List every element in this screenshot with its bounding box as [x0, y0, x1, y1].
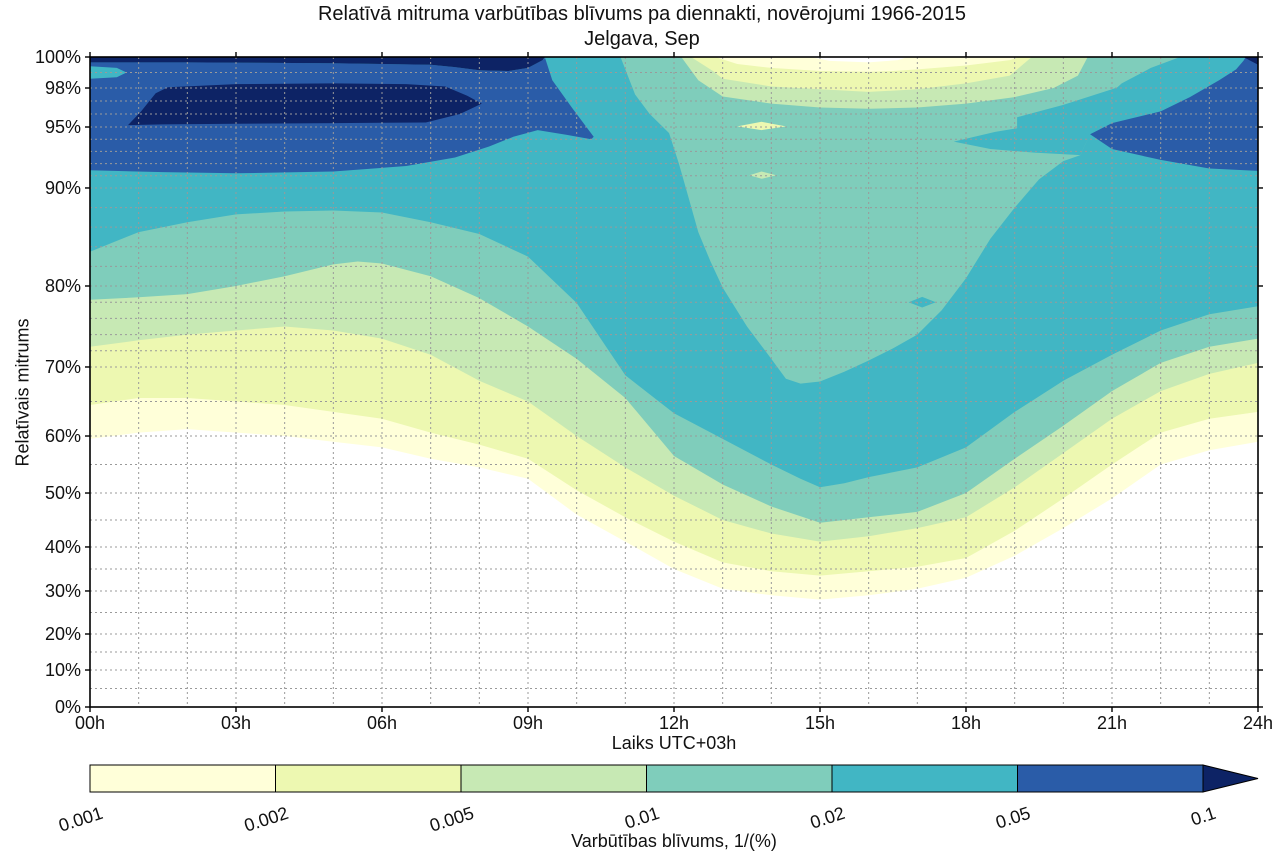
colorbar-segment	[460, 764, 647, 793]
y-tick-label: 90%	[45, 178, 81, 198]
y-tick-label: 40%	[45, 537, 81, 557]
page-title: Relatīvā mitruma varbūtības blīvums pa d…	[317, 3, 967, 25]
y-tick-label: 80%	[45, 276, 81, 296]
colorbar-tick-label: 0.02	[808, 803, 848, 833]
colorbar-segment	[831, 764, 1018, 793]
contour-band-top-strip-gt-0.1	[90, 57, 545, 71]
x-tick-label: 09h	[513, 713, 543, 733]
x-tick-label: 00h	[75, 713, 105, 733]
y-axis-label: Relatīvais mitrums	[12, 318, 33, 467]
y-tick-label: 50%	[45, 483, 81, 503]
x-tick-label: 12h	[659, 713, 689, 733]
y-tick-label: 100%	[35, 47, 81, 67]
y-tick-label: 30%	[45, 581, 81, 601]
contour-band-top-day-0.001-0.002	[715, 57, 1020, 72]
y-tick-label: 98%	[45, 78, 81, 98]
y-tick-label: 95%	[45, 117, 81, 137]
colorbar-tick-label: 0.05	[993, 803, 1033, 833]
y-tick-label: 10%	[45, 660, 81, 680]
subtitle: Jelgava, Sep	[584, 28, 700, 50]
contour-band-corner-gt-0.1	[1243, 57, 1258, 65]
x-axis-label: Laiks UTC+03h	[611, 733, 737, 753]
contour-band-top-day-lt-0.001	[810, 57, 908, 63]
colorbar-tick-label: 0.1	[1188, 803, 1218, 830]
contour-band-diamond-0.02-0.05	[908, 296, 936, 308]
contour-band-diamond-0.005-0.01	[749, 171, 777, 179]
x-tick-label: 24h	[1243, 713, 1273, 733]
contour-band-evening-region-0.02-0.05	[953, 57, 1246, 156]
contour-band-late-evening-region-0.05-0.1	[1090, 57, 1258, 171]
contour-band-sliver-0.002-0.005	[737, 121, 786, 131]
contour-band-midnight-notch-0.02-0.05	[90, 66, 127, 79]
colorbar-unit-label: Varbūtības blīvums, 1/(%)	[571, 831, 777, 851]
contour-band-night-core-gt-0.1	[128, 83, 482, 126]
x-tick-label: 21h	[1097, 713, 1127, 733]
y-tick-label: 70%	[45, 357, 81, 377]
y-tick-label: 20%	[45, 624, 81, 644]
x-tick-label: 18h	[951, 713, 981, 733]
colorbar-segment	[275, 764, 462, 793]
x-tick-label: 15h	[805, 713, 835, 733]
colorbar-segment	[89, 764, 276, 793]
y-tick-label: 60%	[45, 426, 81, 446]
colorbar-segment	[646, 764, 833, 793]
x-tick-label: 03h	[221, 713, 251, 733]
colorbar-tick-label: 0.01	[622, 803, 662, 833]
x-tick-label: 06h	[367, 713, 397, 733]
colorbar-overflow-arrow	[1202, 764, 1259, 793]
colorbar-segment	[1017, 764, 1204, 793]
y-tick-label: 0%	[55, 697, 81, 717]
